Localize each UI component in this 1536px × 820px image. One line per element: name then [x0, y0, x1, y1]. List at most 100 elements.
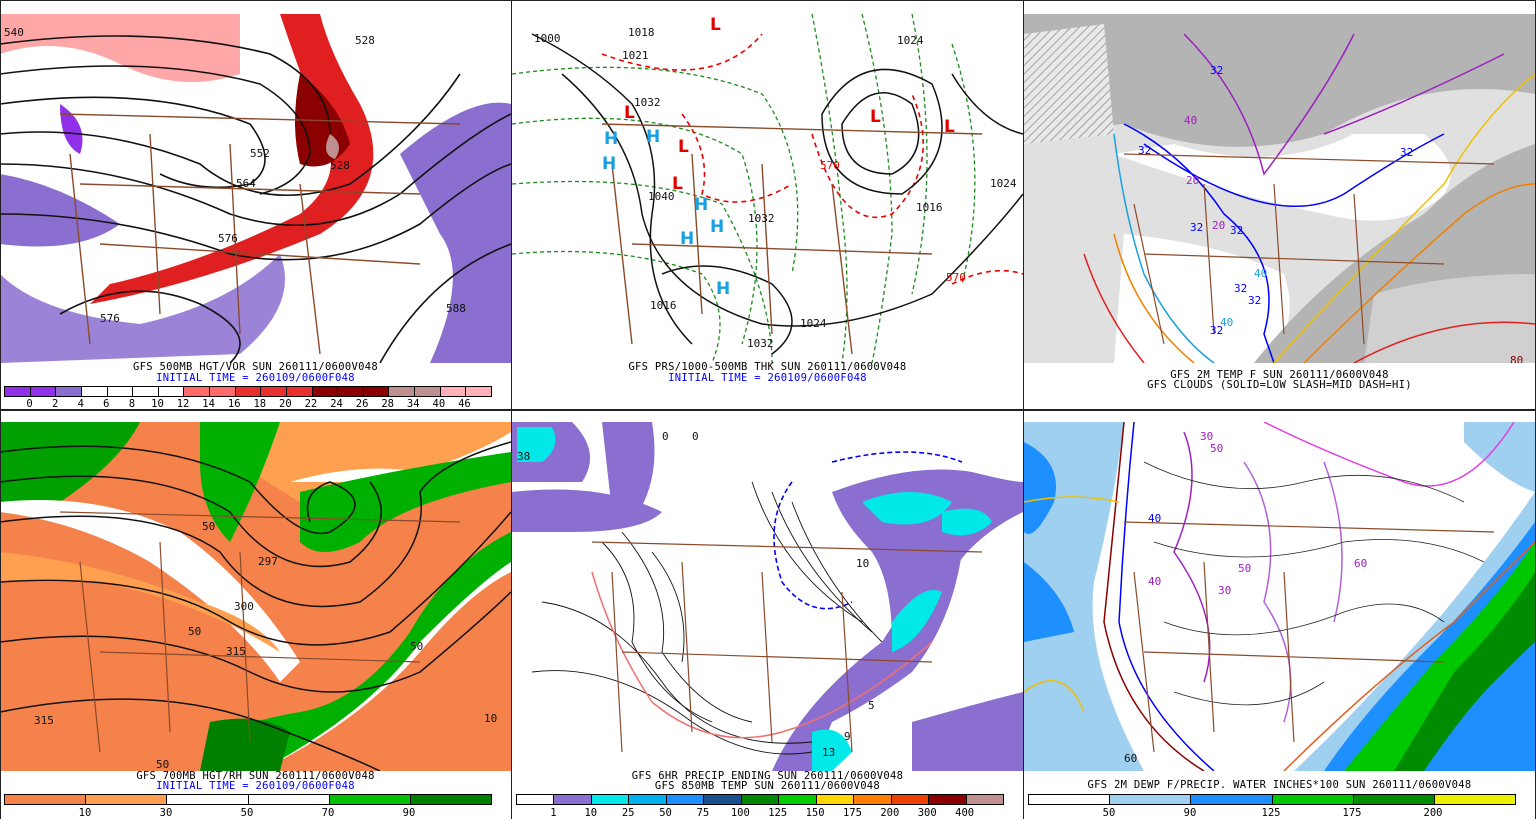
colorbar-segment: [1353, 795, 1435, 804]
colorbar-tick-label: 125: [1261, 807, 1281, 819]
colorbar-tick-label: 16: [227, 398, 241, 409]
isotherm-label: 80: [1510, 354, 1523, 363]
panel-subtitle: GFS CLOUDS (SOLID=LOW SLASH=MID DASH=HI): [1147, 379, 1412, 391]
isobar-label: 1040: [648, 190, 675, 203]
low-pressure-marker: L: [944, 117, 955, 137]
initial-time: INITIAL TIME = 260109/0600F048: [156, 780, 355, 792]
map-2m-temp-clouds: 32 32 32 32 32 20 20 40 40 32 32 32 40 8…: [1024, 14, 1535, 363]
colorbar-segment: [1434, 795, 1516, 804]
rh-label: 10: [484, 712, 497, 725]
high-pressure-marker: H: [680, 229, 694, 249]
map-precip-850-temp: 38 0 0 10 5 9 13: [512, 422, 1023, 771]
isobar-label: 1024: [897, 34, 924, 47]
contour-label: 576: [218, 232, 238, 245]
colorbar-tick-label: 8: [128, 398, 136, 409]
isobar-label: 1016: [916, 201, 943, 214]
panel-subtitle: GFS 850MB TEMP SUN 260111/0600V048: [654, 780, 881, 792]
frame-top: [0, 0, 1536, 1]
colorbar-tick-label: 1: [550, 807, 557, 819]
panel-title: GFS 6HR PRECIP ENDING SUN 260111/0600V04…: [631, 770, 904, 782]
isobar-label: 1032: [748, 212, 775, 225]
colorbar-tick-label: 50: [1102, 807, 1116, 819]
map-pressure-thickness: 1000 1018 1021 1032 1040 1032 1024 1024 …: [512, 14, 1023, 363]
colorbar-segment: [235, 387, 262, 396]
isobar-label: 1032: [747, 337, 774, 350]
isotherm-label: 32: [1230, 224, 1243, 237]
colorbar-segment: [86, 795, 168, 804]
colorbar-tick-label: 200: [880, 807, 900, 819]
isotherm-label: 40: [1220, 316, 1233, 329]
colorbar-segment: [704, 795, 742, 804]
colorbar-segment: [338, 387, 364, 396]
isotherm-label: 20: [1212, 219, 1225, 232]
panel-700mb-hgt-rh: 315 300 297 315 50 50 50 10 50 GFS 700MB…: [0, 411, 511, 820]
panel-title: GFS 2M DEWP F/PRECIP. WATER INCHES*100 S…: [1087, 779, 1472, 791]
dewpoint-label: 50: [1210, 442, 1223, 455]
high-pressure-marker: H: [710, 217, 724, 237]
colorbar-segment: [966, 795, 1004, 804]
low-pressure-marker: L: [710, 15, 721, 35]
colorbar-segment: [167, 795, 249, 804]
dewpoint-label: 30: [1218, 584, 1231, 597]
colorbar-segment: [929, 795, 967, 804]
colorbar: [516, 794, 1004, 805]
isobar-label: 1018: [628, 26, 655, 39]
colorbar-tick-label: 75: [696, 807, 710, 819]
colorbar-segment: [56, 387, 82, 396]
colorbar-tick-label: 90: [1183, 807, 1197, 819]
high-pressure-marker: H: [716, 279, 730, 299]
colorbar-segment: [629, 795, 667, 804]
low-pressure-marker: L: [678, 137, 689, 157]
height-label: 297: [258, 555, 278, 568]
colorbar-segment: [1110, 795, 1192, 804]
colorbar-segment: [312, 387, 339, 396]
initial-time: INITIAL TIME = 260109/0600F048: [668, 372, 867, 384]
colorbar-tick-label: 70: [321, 807, 335, 819]
colorbar-segment: [666, 795, 705, 804]
precip-label: 10: [856, 557, 869, 570]
dewpoint-label: 40: [1148, 575, 1161, 588]
panel-500mb-hgt-vor: 540 528 552 564 576 576 588 528 GFS 500M…: [0, 0, 511, 409]
colorbar: [4, 794, 492, 805]
map-500mb-vorticity: 540 528 552 564 576 576 588 528: [0, 14, 511, 363]
colorbar-tick-label: 24: [330, 398, 343, 409]
low-pressure-marker: L: [870, 107, 881, 127]
colorbar-tick-label: 10: [584, 807, 598, 819]
colorbar-segment: [554, 795, 592, 804]
isobar-label: 1016: [650, 299, 677, 312]
colorbar-segment: [5, 387, 31, 396]
colorbar-segment: [363, 387, 390, 396]
thickness-label: 570: [946, 271, 966, 284]
colorbar-segment: [329, 795, 411, 804]
rh-label: 50: [156, 758, 169, 771]
colorbar-tick-label: 2: [51, 398, 59, 409]
isotherm-label: 40: [1254, 267, 1267, 280]
contour-label: 588: [446, 302, 466, 315]
dewpoint-label: 40: [1148, 512, 1161, 525]
isotherm-label: 32: [1138, 144, 1151, 157]
colorbar-tick-label: 4: [77, 398, 84, 409]
temperature-label: 38: [517, 450, 530, 463]
colorbar-tick-label: 34: [406, 398, 420, 409]
colorbar-tick-label: 30: [159, 807, 173, 819]
colorbar-segment: [891, 795, 930, 804]
colorbar-segment: [184, 387, 210, 396]
colorbar-segment: [261, 387, 287, 396]
colorbar-segment: [854, 795, 892, 804]
high-pressure-marker: H: [604, 129, 618, 149]
colorbar-tick-label: 0: [26, 398, 33, 409]
isotherm-label: 32: [1190, 221, 1203, 234]
rh-label: 50: [410, 640, 423, 653]
isobar-label: 1032: [634, 96, 661, 109]
colorbar-tick-label: 12: [176, 398, 190, 409]
colorbar-segment: [517, 795, 555, 804]
colorbar-tick-label: 400: [955, 807, 975, 819]
colorbar-tick-label: 20: [279, 398, 292, 409]
colorbar-tick-label: 300: [917, 807, 937, 819]
colorbar-tick-label: 18: [253, 398, 267, 409]
dewpoint-label: 60: [1354, 557, 1367, 570]
panel-title: GFS 2M TEMP F SUN 260111/0600V048: [1170, 369, 1389, 381]
colorbar-tick-label: 10: [78, 807, 92, 819]
isotherm-label: 32: [1210, 64, 1223, 77]
isobar-label: 1024: [800, 317, 827, 330]
